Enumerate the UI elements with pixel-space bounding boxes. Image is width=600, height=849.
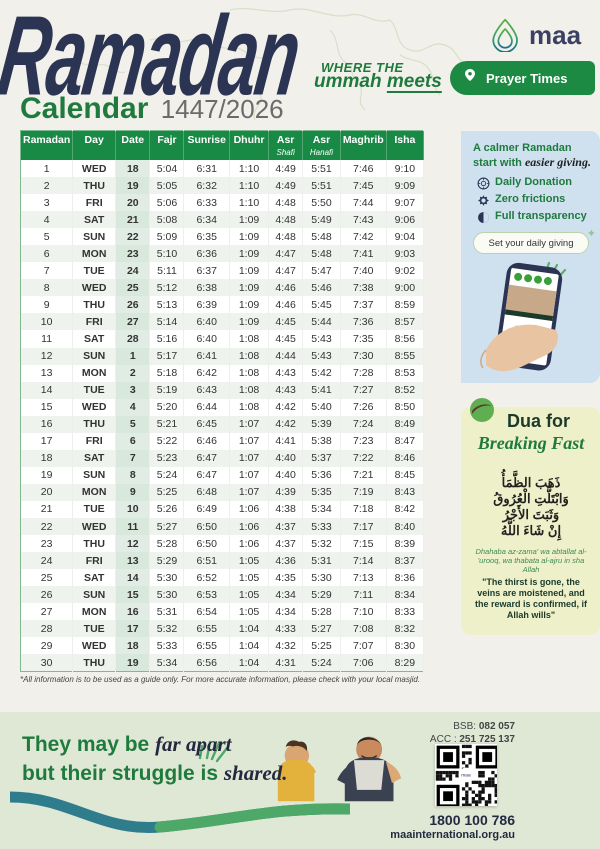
svg-text:maa: maa [461,774,471,779]
